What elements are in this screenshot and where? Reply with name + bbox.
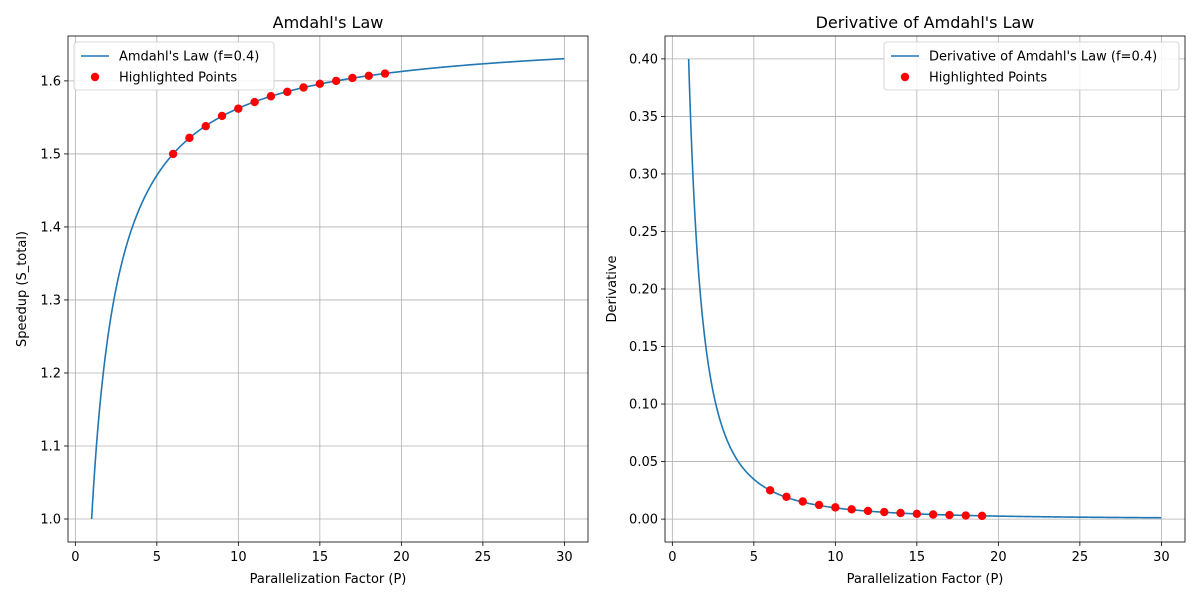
x-tick-label: 25 (475, 550, 492, 565)
x-axis-label: Parallelization Factor (P) (250, 572, 407, 587)
legend: Derivative of Amdahl's Law (f=0.4) Highli… (883, 41, 1180, 91)
scatter-point (831, 503, 840, 512)
y-axis-label: Derivative (605, 255, 620, 322)
legend-label-curve: Derivative of Amdahl's Law (f=0.4) (929, 50, 1157, 65)
x-tick-label: 0 (668, 550, 676, 565)
scatter-point (782, 492, 791, 501)
amdahl-law-panel: 0 5 10 15 20 25 30 1.0 1.1 1.2 1.3 1.4 1.5 1.6 Amdahl'… (15, 13, 589, 587)
scatter-point (331, 76, 341, 86)
scatter-point (765, 486, 775, 495)
x-tick-label: 10 (827, 550, 844, 565)
x-tick-label: 15 (909, 550, 926, 565)
y-tick-label: 0.20 (629, 283, 658, 298)
x-tick-label: 15 (312, 550, 329, 565)
series-line (687, 58, 1162, 519)
y-tick-label: 0.25 (629, 225, 658, 240)
scatter-point (928, 510, 938, 519)
chart-title: Derivative of Amdahl's Law (816, 13, 1035, 32)
legend-marker-swatch (900, 72, 910, 82)
y-tick-label: 1.4 (40, 220, 61, 235)
y-tick-label: 1.0 (40, 513, 61, 528)
x-tick-label: 0 (71, 550, 79, 565)
x-tick-label: 30 (1153, 550, 1170, 565)
x-tick-label: 10 (230, 550, 247, 565)
scatter-point (945, 510, 954, 520)
legend-marker-swatch (90, 72, 100, 82)
legend-label-points: Highlighted Points (119, 71, 237, 86)
y-tick-label: 0.30 (629, 167, 658, 182)
x-tick-label: 20 (990, 550, 1007, 565)
scatter-point (266, 92, 276, 101)
legend-label-points: Highlighted Points (929, 71, 1047, 86)
scatter-point (847, 505, 856, 514)
scatter-point (185, 133, 194, 143)
y-tick-label: 1.5 (40, 147, 61, 162)
y-tick-label: 0.10 (629, 398, 658, 413)
y-tick-label: 0.00 (629, 513, 658, 528)
x-tick-label: 30 (556, 550, 573, 565)
x-tick-label: 20 (393, 550, 410, 565)
scatter-point (348, 73, 357, 83)
scatter-point (863, 506, 873, 516)
scatter-point (912, 509, 922, 519)
legend-box (883, 41, 1180, 91)
y-tick-label: 1.6 (40, 74, 61, 89)
scatter-point (234, 104, 243, 113)
scatter-point (283, 87, 292, 97)
y-tick-label: 1.1 (40, 439, 61, 454)
legend-label-curve: Amdahl's Law (f=0.4) (119, 50, 259, 65)
y-tick-label: 0.40 (629, 52, 658, 67)
scatter-point (814, 500, 824, 510)
scatter-point (168, 149, 178, 159)
x-tick-label: 5 (153, 550, 161, 565)
legend: Amdahl's Law (f=0.4) Highlighted Points (73, 41, 275, 91)
scatter-point (250, 97, 259, 107)
axes-frame (67, 35, 589, 543)
scatter-point (299, 83, 308, 92)
scatter-point (961, 511, 970, 520)
scatter-point (880, 507, 889, 517)
legend-box (73, 41, 275, 91)
scatter-point (896, 508, 905, 518)
y-tick-label: 0.35 (629, 110, 658, 125)
y-tick-label: 0.05 (629, 455, 658, 470)
x-tick-label: 25 (1072, 550, 1089, 565)
scatter-point (201, 121, 210, 131)
y-tick-label: 1.2 (40, 366, 61, 381)
scatter-point (315, 79, 325, 89)
y-tick-label: 1.3 (40, 293, 61, 308)
y-tick-label: 0.15 (629, 340, 658, 355)
scatter-point (217, 111, 227, 121)
x-tick-label: 5 (750, 550, 758, 565)
scatter-point (380, 69, 390, 78)
scatter-point (977, 511, 987, 521)
y-axis-label: Speedup (S_total) (15, 231, 30, 347)
x-axis-label: Parallelization Factor (P) (847, 572, 1004, 587)
series-line (90, 57, 565, 520)
amdahl-derivative-panel: 0 5 10 15 20 25 30 0.00 0.05 0.10 0.15 0.20 0.25 0.30… (605, 13, 1186, 587)
scatter-point (798, 497, 807, 506)
chart-title: Amdahl's Law (273, 13, 384, 32)
scatter-point (364, 71, 373, 80)
